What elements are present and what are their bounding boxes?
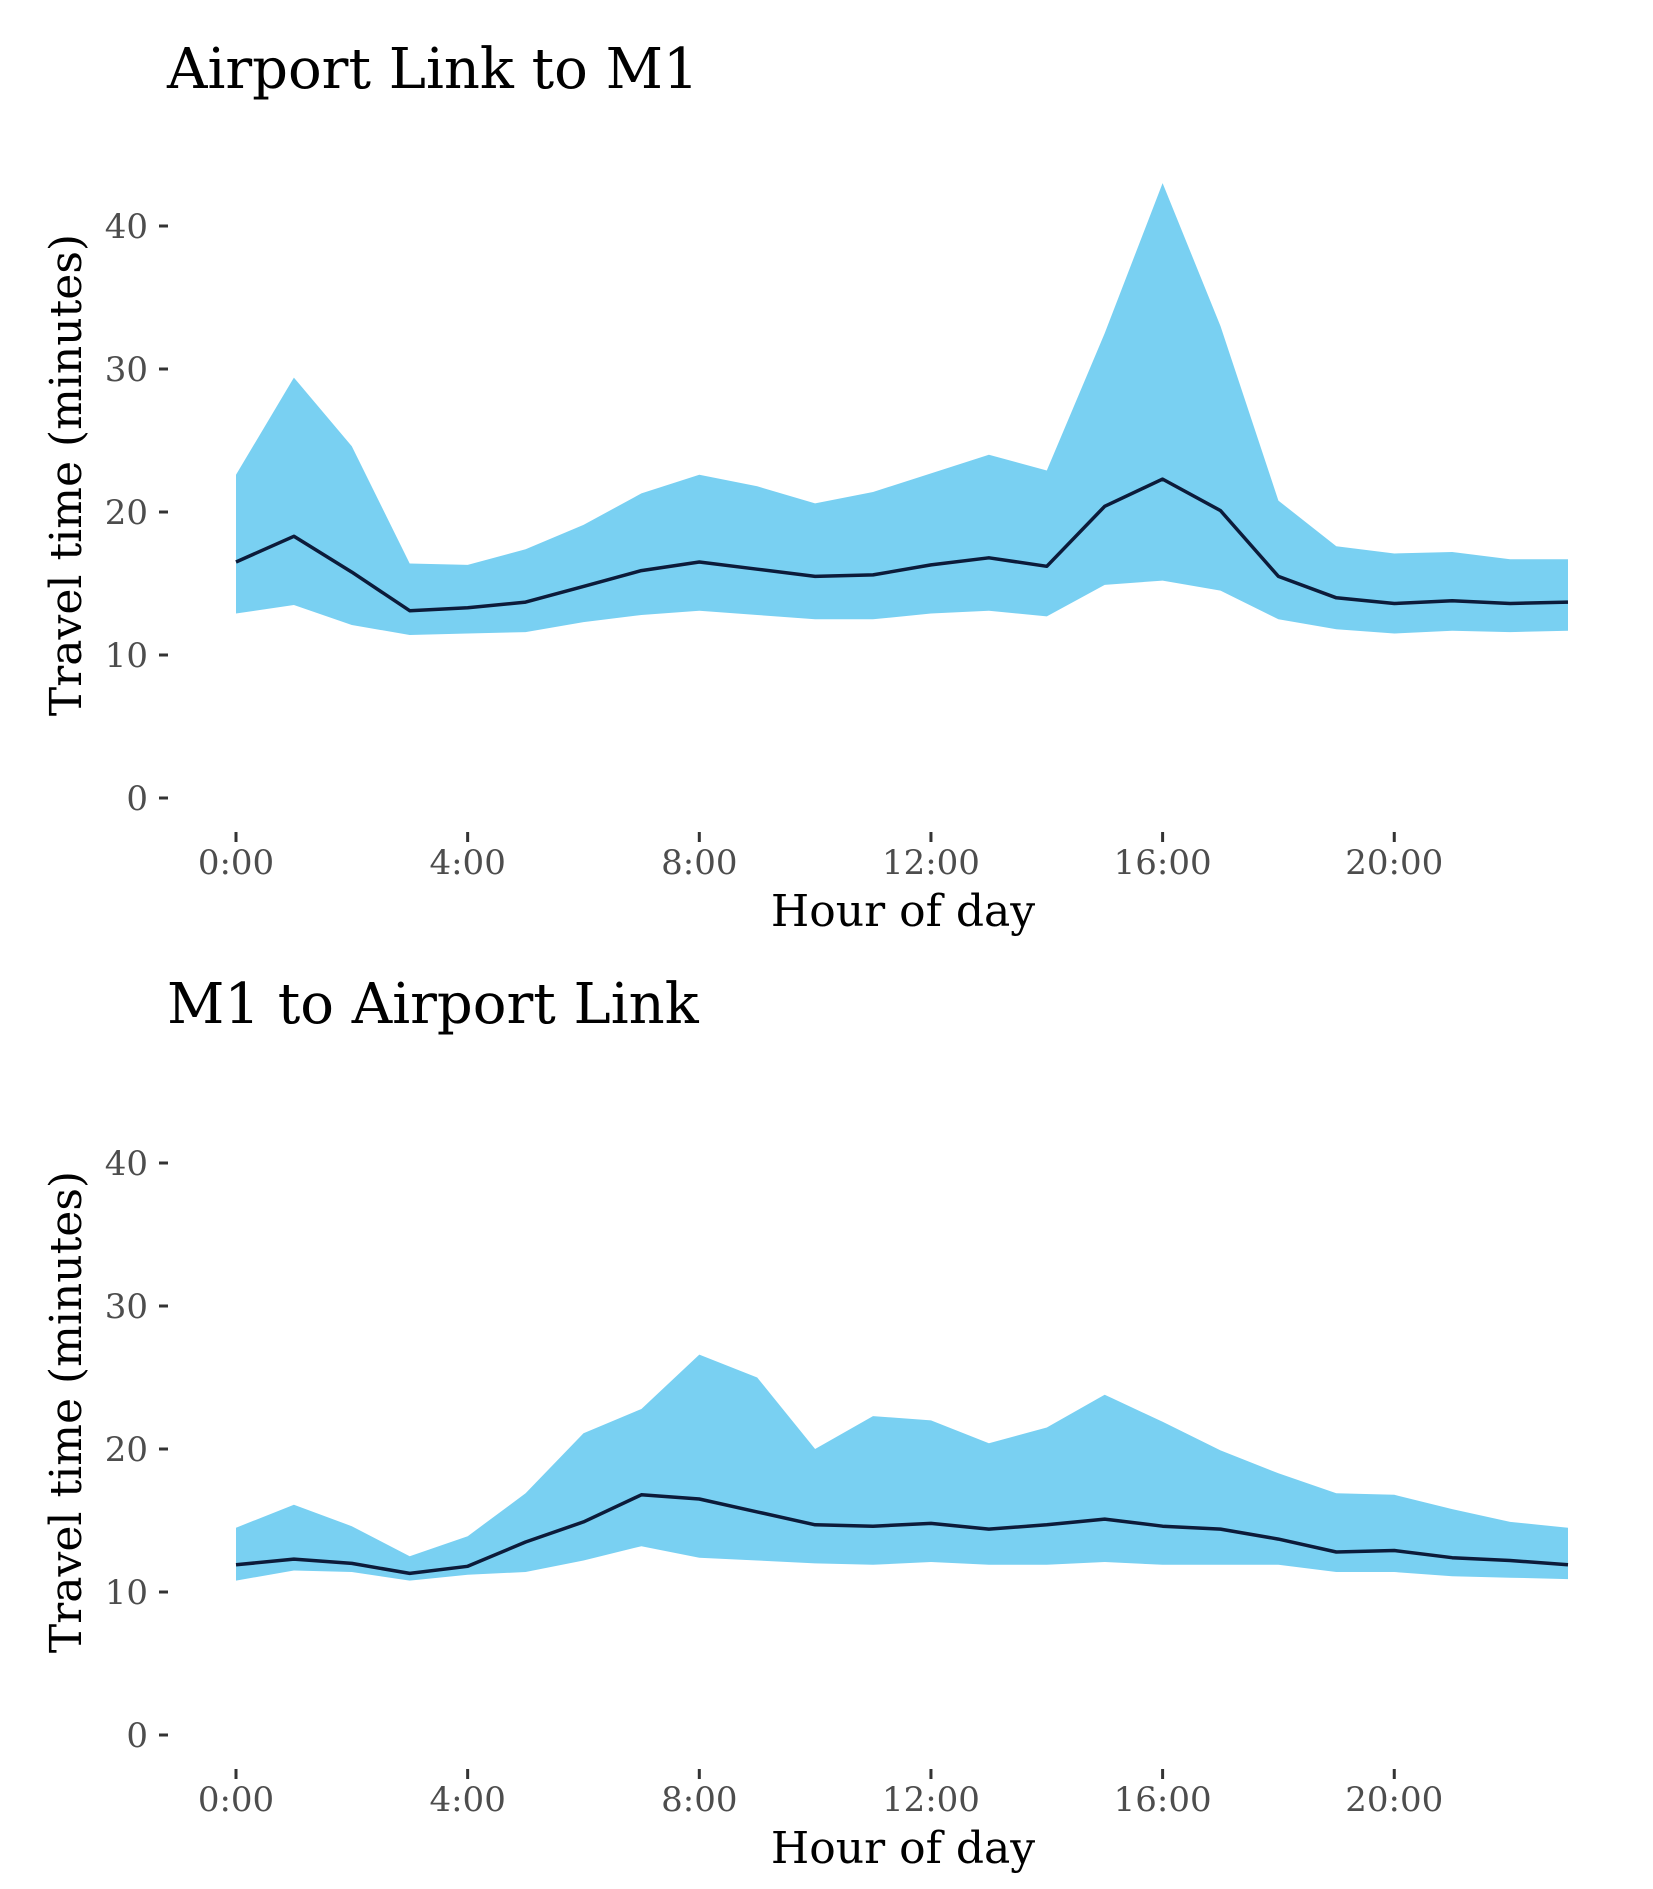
y-axis-label: Travel time (minutes)	[41, 1171, 92, 1653]
x-ticks: 0:00 4:00 8:00 12:00 16:00 20:00	[198, 832, 1443, 883]
median-line	[235, 477, 1569, 613]
range-band	[236, 183, 1568, 635]
x-tick-label: 12:00	[882, 1780, 980, 1820]
x-tick-label: 20:00	[1345, 1780, 1443, 1820]
y-tick-label: 40	[105, 1144, 148, 1184]
x-tick-label: 4:00	[429, 843, 505, 883]
x-tick-label: 0:00	[198, 843, 274, 883]
line-layer	[235, 1493, 1569, 1576]
x-tick-label: 0:00	[198, 1780, 274, 1820]
chart-title: M1 to Airport Link	[167, 972, 700, 1037]
x-axis-label: Hour of day	[771, 1823, 1035, 1874]
y-axis-label: Travel time (minutes)	[41, 234, 92, 716]
y-tick-label: 0	[126, 1716, 148, 1756]
chart-panel-m1-to-airport-link: M1 to Airport Link Hour of day Travel ti…	[41, 972, 1569, 1874]
median-line	[235, 1493, 1569, 1576]
y-tick-label: 30	[105, 1287, 148, 1327]
y-ticks: 0 10 20 30 40	[105, 1144, 168, 1756]
y-ticks: 0 10 20 30 40	[105, 207, 168, 819]
chart-panel-airport-link-to-m1: Airport Link to M1 Hour of day Travel ti…	[41, 37, 1569, 937]
y-tick-label: 30	[105, 350, 148, 390]
y-tick-label: 40	[105, 207, 148, 247]
x-tick-label: 8:00	[661, 1780, 737, 1820]
y-tick-label: 10	[105, 1573, 148, 1613]
y-tick-label: 20	[105, 1430, 148, 1470]
x-tick-label: 16:00	[1114, 1780, 1212, 1820]
band-layer	[236, 183, 1568, 635]
band-layer	[236, 1354, 1568, 1581]
y-tick-label: 10	[105, 636, 148, 676]
x-tick-label: 8:00	[661, 843, 737, 883]
line-layer	[235, 477, 1569, 613]
range-band	[236, 1354, 1568, 1581]
y-tick-label: 0	[126, 779, 148, 819]
x-tick-label: 20:00	[1345, 843, 1443, 883]
y-tick-label: 20	[105, 493, 148, 533]
x-tick-label: 4:00	[429, 1780, 505, 1820]
x-tick-label: 16:00	[1114, 843, 1212, 883]
x-tick-label: 12:00	[882, 843, 980, 883]
x-ticks: 0:00 4:00 8:00 12:00 16:00 20:00	[198, 1769, 1443, 1820]
chart-title: Airport Link to M1	[166, 37, 699, 102]
x-axis-label: Hour of day	[771, 886, 1035, 937]
